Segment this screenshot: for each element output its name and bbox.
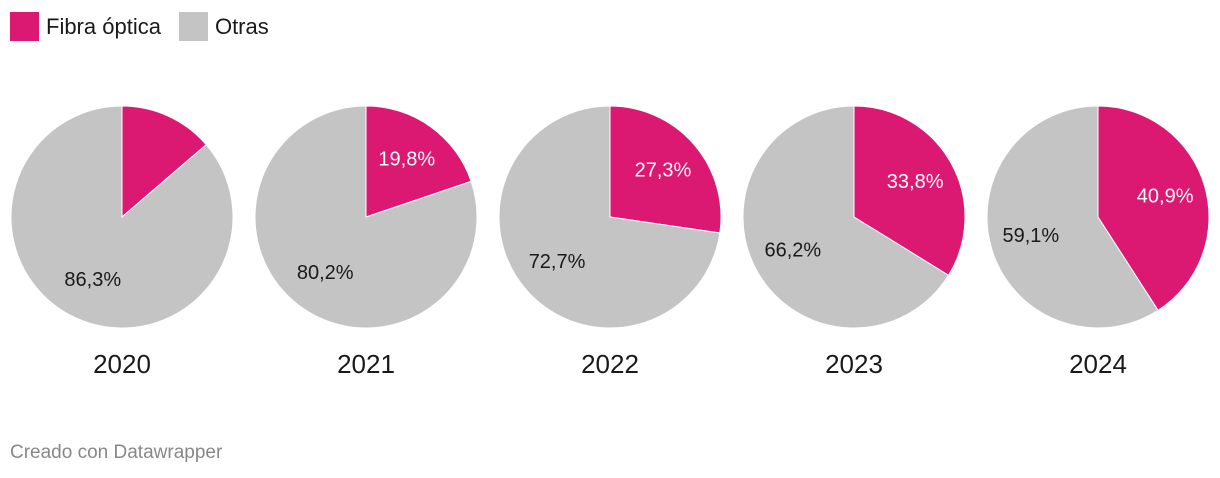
legend-label-otras: Otras [214,13,269,39]
data-label-2024-fibra-optica: 40,9% [1137,186,1194,208]
year-label-2020: 2020 [93,349,151,379]
legend-item-otras: Otras [178,12,269,41]
data-label-2023-otras: 66,2% [765,239,822,261]
legend-label-fibra-optica: Fibra óptica [46,13,161,39]
data-label-2022-otras: 72,7% [529,251,586,273]
pie-slice-2023-fibra-optica [853,105,966,276]
pie-slice-2023-otras [742,105,950,329]
data-label-2020-otras: 86,3% [64,269,121,291]
pie-2021: 19,8% 80,2% 2021 [254,105,478,379]
pie-slice-2024-otras [986,105,1159,329]
pie-slice-2021-fibra-optica [365,105,472,218]
legend-swatch-fibra-optica [10,12,39,41]
pie-charts: 86,3% 2020 19,8% 80,2% 2021 27,3% 72,7% 2022 33,… [10,105,1210,379]
data-label-2021-fibra-optica: 19,8% [378,148,435,170]
legend-item-fibra-optica: Fibra óptica [10,12,161,41]
pie-2023: 33,8% 66,2% 2023 [742,105,966,379]
year-label-2021: 2021 [337,349,395,379]
pie-slice-2022-otras [498,105,721,329]
year-label-2022: 2022 [581,349,639,379]
year-label-2024: 2024 [1069,349,1127,379]
pie-slice-2020-otras [10,105,234,329]
data-label-2023-fibra-optica: 33,8% [887,171,944,193]
data-label-2021-otras: 80,2% [297,262,354,284]
data-label-2024-otras: 59,1% [1002,225,1059,247]
pie-2024: 40,9% 59,1% 2024 [986,105,1210,379]
legend-swatch-otras [178,12,208,41]
year-label-2023: 2023 [825,349,883,379]
footer-credit: Creado con Datawrapper [10,442,223,463]
pie-2020: 86,3% 2020 [10,105,234,379]
pie-2022: 27,3% 72,7% 2022 [498,105,722,379]
pie-slice-2020-fibra-optica [121,105,207,219]
pie-slice-2021-otras [254,105,478,329]
data-label-2022-fibra-optica: 27,3% [635,159,692,181]
legend: Fibra óptica Otras [10,12,269,41]
pie-slice-2022-fibra-optica [609,105,722,234]
